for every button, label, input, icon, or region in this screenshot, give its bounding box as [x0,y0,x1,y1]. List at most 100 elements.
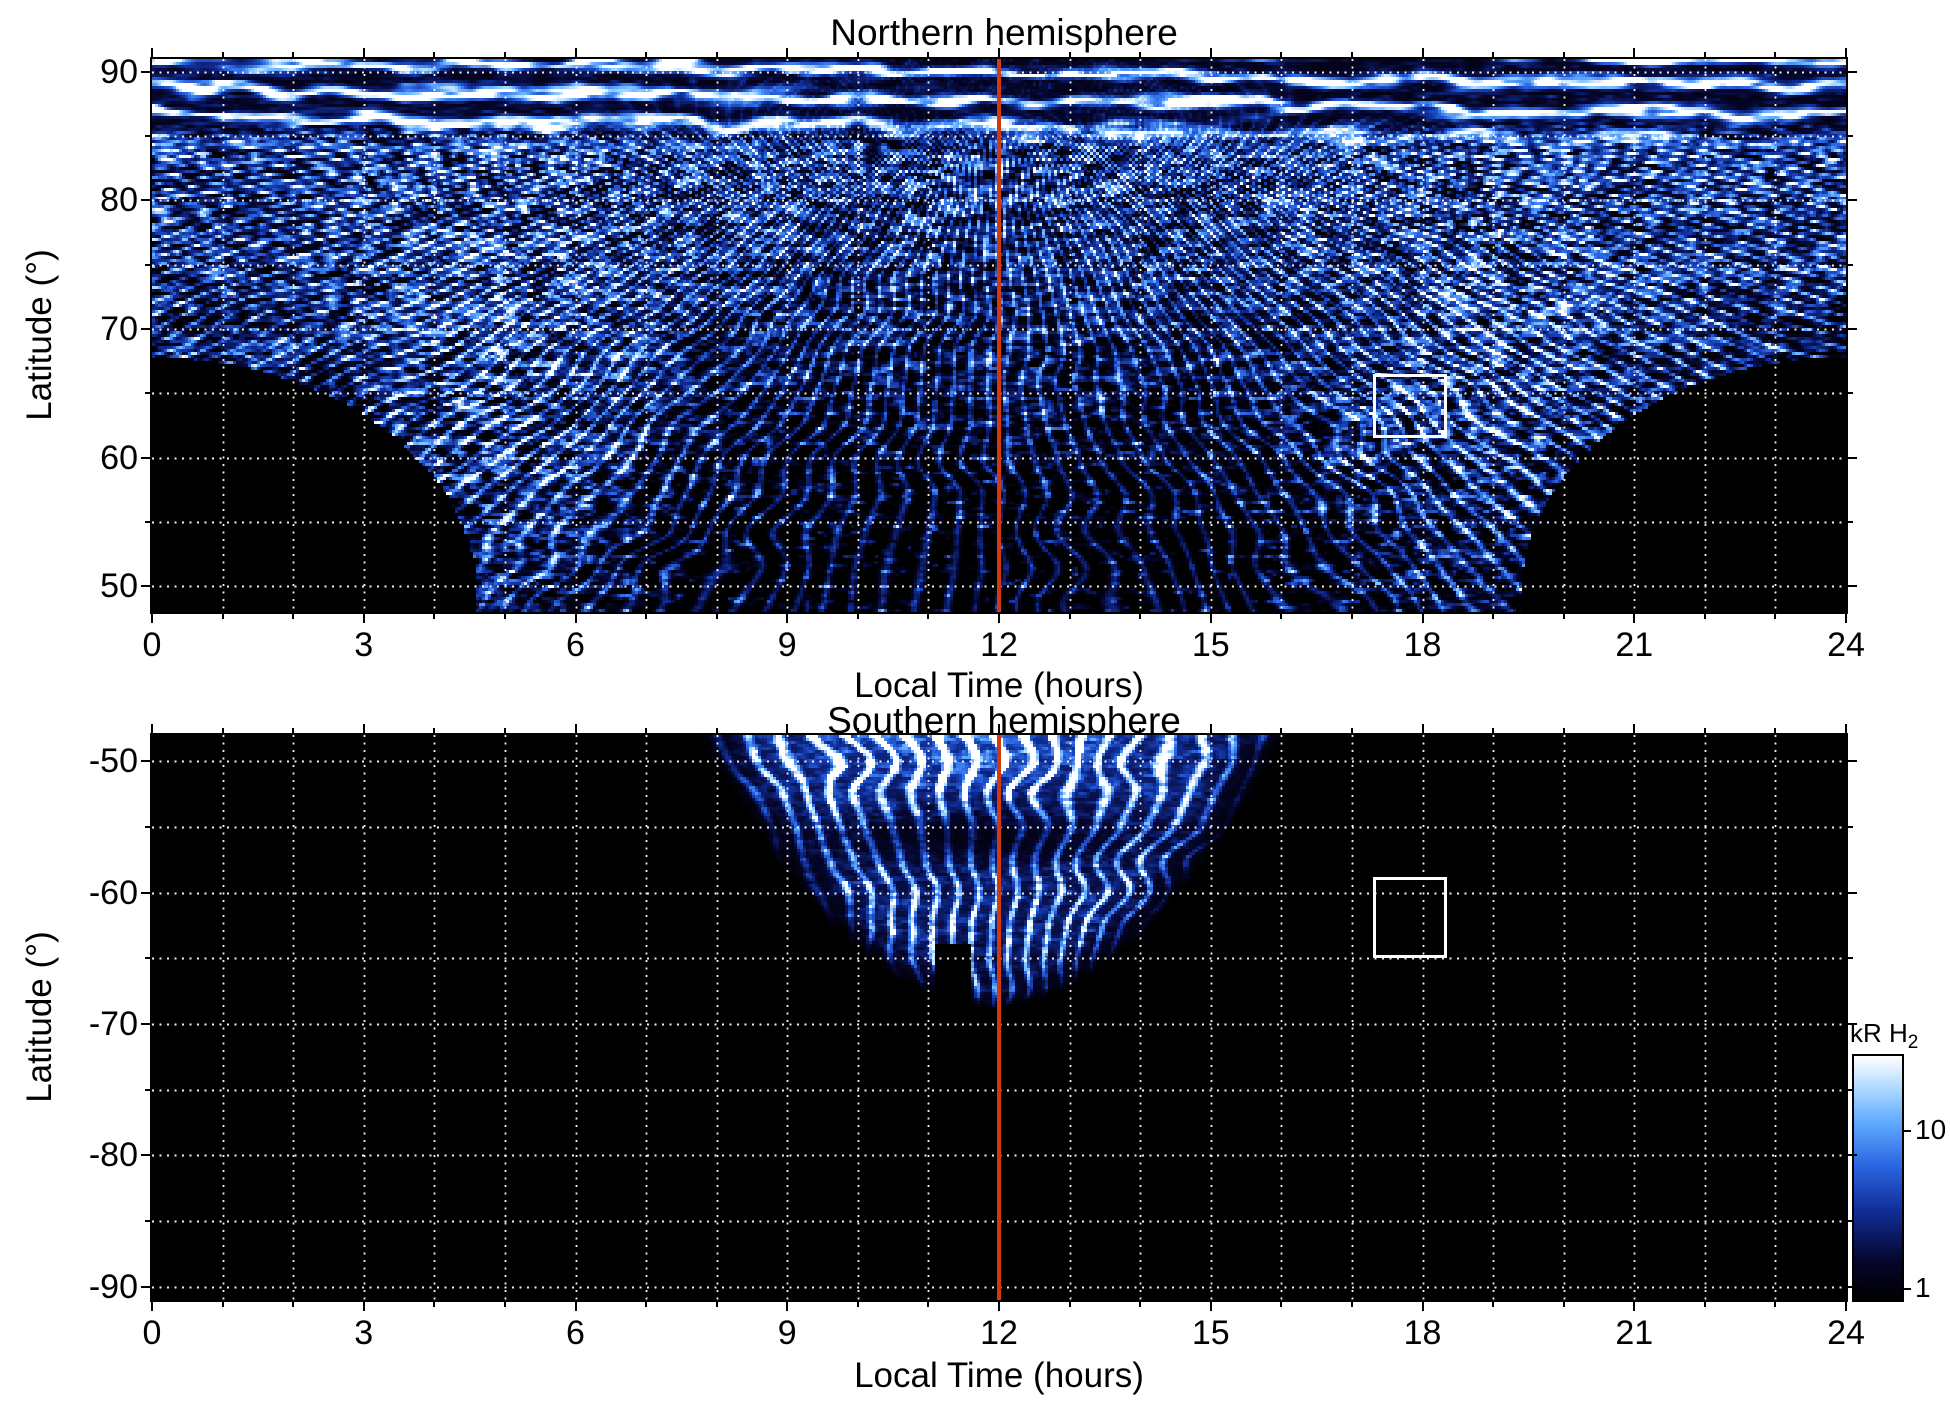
x-axis-tick [1350,52,1353,57]
y-axis-tick [145,263,150,266]
x-axis-tick [1209,724,1212,733]
x-tick-label: 12 [980,626,1018,664]
colorbar-gradient-canvas [1854,1056,1902,1300]
y-tick-label: 70 [100,310,138,349]
north-noon-line [997,59,1001,612]
y-axis-tick [1848,1088,1853,1091]
x-axis-tick [645,728,648,733]
x-axis-tick [1774,614,1777,619]
y-axis-tick [1848,825,1853,828]
y-axis-tick [1848,263,1853,266]
x-axis-tick [503,1302,506,1307]
x-axis-tick [1633,48,1636,57]
y-axis-tick [1848,199,1857,202]
x-axis-tick [715,52,718,57]
x-axis-tick [786,48,789,57]
colorbar-label-subscript: 2 [1907,1032,1919,1054]
x-tick-label: 6 [566,626,585,664]
y-axis-tick [1848,70,1857,73]
y-axis-tick [145,825,150,828]
x-axis-tick [362,724,365,733]
y-axis-tick [141,1023,150,1026]
south-noon-line [997,735,1001,1300]
y-axis-tick [1848,957,1853,960]
x-axis-tick [1845,48,1847,57]
x-axis-tick [362,1302,365,1311]
x-axis-tick [1633,614,1636,623]
x-axis-tick [927,728,930,733]
y-axis-tick [141,70,150,73]
y-tick-label: -60 [88,873,138,912]
y-axis-tick [1848,891,1857,894]
x-axis-tick [292,52,295,57]
x-axis-tick [786,614,789,623]
x-axis-tick [1633,724,1636,733]
x-axis-tick [1139,728,1142,733]
y-tick-label: -80 [88,1136,138,1175]
colorbar-tick-label: 1 [1915,1271,1931,1303]
x-axis-tick [574,724,577,733]
y-tick-label: 90 [100,52,138,91]
x-axis-tick [362,614,365,623]
x-tick-label: 0 [142,626,162,664]
x-axis-tick [998,1302,1000,1311]
x-axis-tick [856,614,859,619]
x-axis-tick [1492,614,1495,619]
y-axis-tick [1848,520,1853,523]
y-axis-tick [145,392,150,395]
y-axis-tick [1848,760,1857,763]
x-axis-tick [1492,728,1495,733]
x-tick-label: 6 [566,1314,585,1352]
x-axis-tick [856,1302,859,1307]
y-axis-tick [141,456,150,459]
x-axis-tick [433,728,436,733]
x-axis-tick [1703,614,1706,619]
x-tick-label: 24 [1827,626,1865,664]
y-tick-label: 50 [100,567,138,606]
x-axis-tick [1280,52,1283,57]
x-axis-tick [1280,1302,1283,1307]
x-axis-tick [998,724,1000,733]
x-axis-tick [1562,728,1565,733]
y-axis-tick [1848,1220,1853,1223]
y-axis-tick [145,135,150,138]
x-axis-tick [1209,48,1212,57]
x-axis-tick [645,52,648,57]
x-tick-label: 3 [354,626,374,664]
y-axis-tick [141,891,150,894]
y-tick-label: -70 [88,1005,138,1044]
x-axis-tick [574,614,577,623]
y-tick-label: -50 [88,742,138,781]
x-axis-tick [1703,52,1706,57]
south-panel-plot-area [150,733,1848,1302]
x-axis-tick [786,1302,789,1311]
x-axis-tick [1562,52,1565,57]
y-tick-label: 80 [100,181,138,220]
x-axis-tick [503,728,506,733]
x-tick-label: 3 [354,1314,374,1352]
x-axis-tick [998,614,1000,623]
x-axis-tick [151,48,153,57]
x-axis-tick [715,1302,718,1307]
y-axis-tick [1848,1154,1857,1157]
x-axis-tick [1280,614,1283,619]
y-axis-tick [145,520,150,523]
x-axis-tick [433,1302,436,1307]
x-axis-tick [1280,728,1283,733]
x-axis-tick [786,724,789,733]
y-axis-tick [141,585,150,588]
y-axis-tick [145,1088,150,1091]
north-panel-title: Northern hemisphere [830,12,1178,53]
x-tick-label: 18 [1403,626,1442,664]
x-axis-tick [221,1302,224,1307]
x-axis-tick [151,1302,153,1311]
y-axis-tick [141,199,150,202]
x-axis-tick [1633,1302,1636,1311]
x-tick-label: 12 [980,1314,1018,1352]
south-x-axis-label: Local Time (hours) [854,1356,1144,1395]
x-axis-tick [715,614,718,619]
x-axis-tick [1845,724,1847,733]
x-axis-tick [1139,52,1142,57]
x-axis-tick [362,48,365,57]
